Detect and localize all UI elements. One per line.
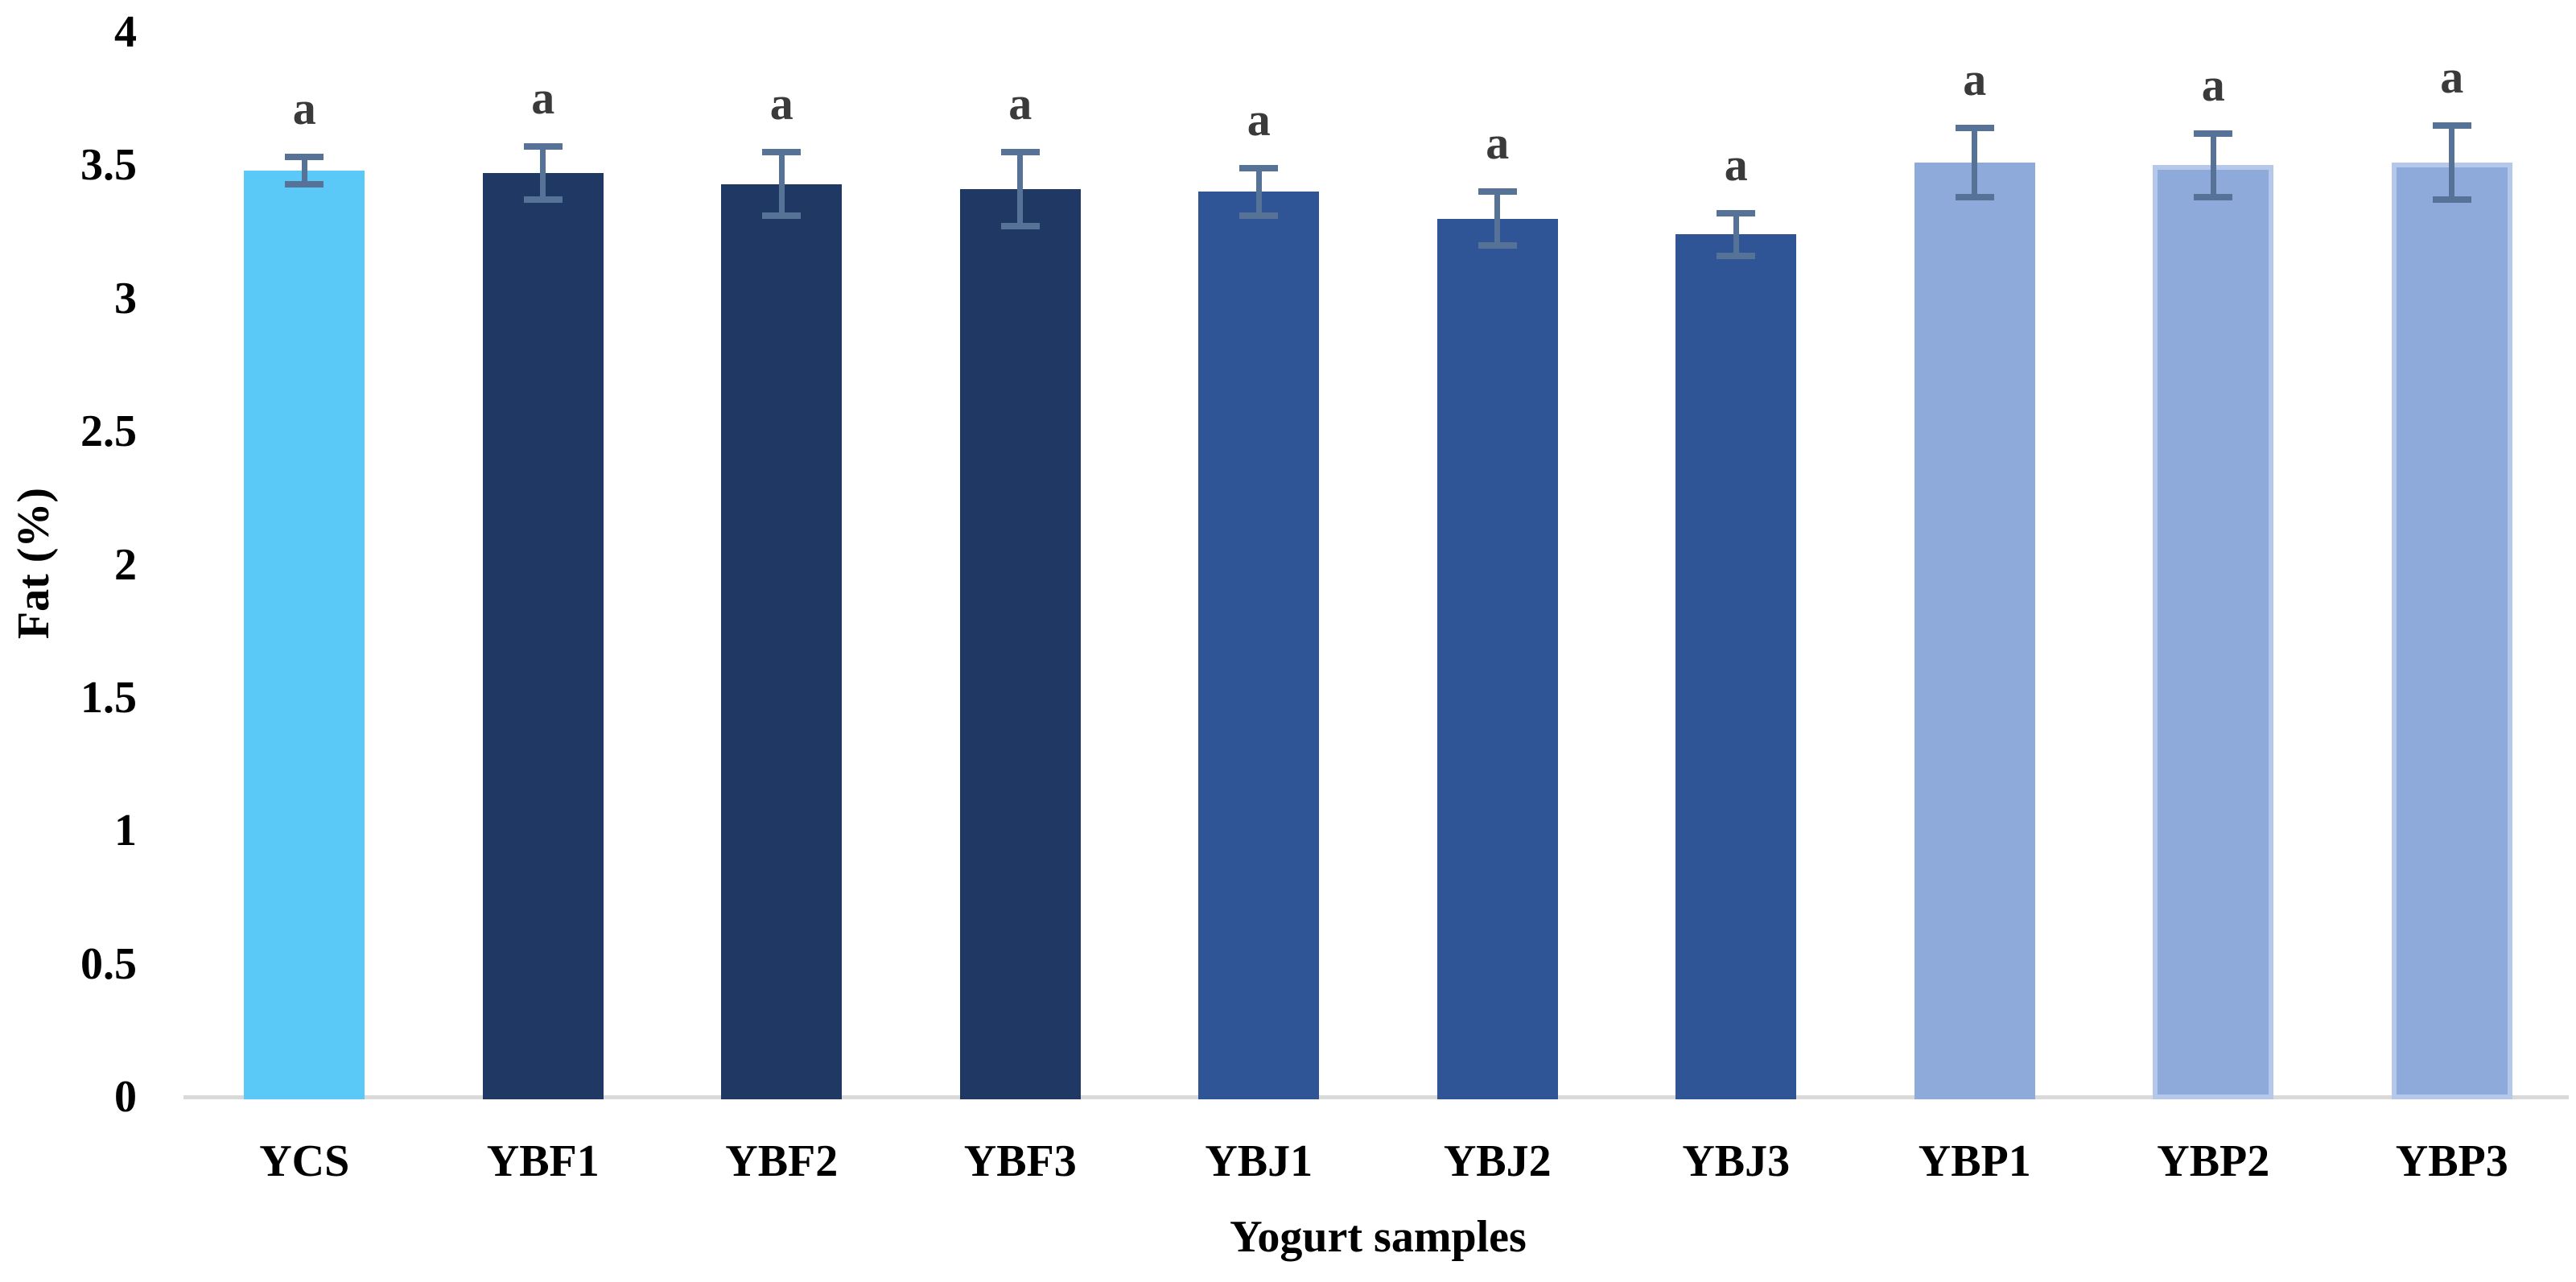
x-tick-label-ybj3: YBJ3 (1682, 1136, 1791, 1186)
significance-letter: a (769, 76, 793, 130)
error-bar-cap-bottom (2432, 196, 2471, 204)
bar-ybp1 (1914, 163, 2035, 1099)
significance-letter: a (1724, 138, 1748, 191)
error-bar-line (2449, 125, 2455, 200)
x-tick-label-ybf1: YBF1 (486, 1136, 600, 1186)
error-bar-line (301, 157, 307, 184)
error-bar-line (1255, 167, 1262, 216)
bar-group-ybf2: a YBF2 (662, 0, 901, 1282)
error-bar-cap-bottom (1000, 223, 1040, 230)
y-tick-label: 0 (114, 1072, 137, 1122)
error-bar-cap-top (2432, 122, 2471, 129)
bar-ybp3 (2391, 163, 2512, 1099)
y-tick-label: 4 (114, 7, 137, 57)
error-bar-cap-top (523, 143, 563, 150)
error-bar-cap-top (2194, 130, 2233, 137)
error-bar-line (778, 151, 785, 216)
y-tick-label: 1 (114, 806, 137, 856)
bar-ybp2 (2153, 165, 2274, 1099)
significance-letter: a (1247, 93, 1271, 146)
significance-letter: a (1486, 117, 1510, 170)
significance-letter: a (292, 82, 316, 135)
error-bar-cap-top (1239, 164, 1279, 171)
error-bar-cap-bottom (2194, 194, 2233, 201)
significance-letter: a (2440, 50, 2464, 103)
y-tick-label: 2 (114, 539, 137, 590)
bar-ybf3 (959, 189, 1081, 1099)
x-tick-label-ybp2: YBP2 (2157, 1136, 2270, 1186)
bar-group-ycs: a YCS (185, 0, 424, 1282)
error-bar-cap-top (762, 148, 802, 155)
error-bar-cap-top (285, 154, 324, 161)
error-bar-cap-bottom (1717, 252, 1756, 259)
error-bar-line (1972, 128, 1978, 198)
y-tick-label: 3 (114, 273, 137, 324)
error-bar-cap-top (1478, 188, 1517, 196)
bar-group-ybj1: a YBJ1 (1140, 0, 1379, 1282)
error-bar-cap-bottom (285, 180, 324, 188)
bar-group-ybj3: a YBJ3 (1617, 0, 1856, 1282)
error-bar-cap-top (1000, 148, 1040, 155)
bar-ybf1 (482, 173, 604, 1099)
x-axis-line (183, 1095, 2569, 1099)
error-bar-cap-bottom (762, 212, 802, 220)
error-bar-cap-bottom (523, 196, 563, 204)
error-bar-line (1494, 192, 1501, 245)
x-tick-label-ybp1: YBP1 (1918, 1136, 2031, 1186)
bar-ycs (244, 170, 365, 1099)
y-tick-label: 2.5 (80, 406, 137, 457)
bar-ybj2 (1436, 218, 1558, 1099)
bar-group-ybf3: a YBF3 (901, 0, 1140, 1282)
y-tick-label: 3.5 (80, 140, 137, 191)
y-tick-label: 1.5 (80, 672, 137, 723)
bar-ybj3 (1675, 234, 1797, 1099)
error-bar-cap-top (1955, 125, 1994, 132)
error-bar-cap-bottom (1478, 241, 1517, 249)
significance-letter: a (2201, 58, 2225, 111)
y-tick-label: 0.5 (80, 938, 137, 989)
x-tick-label-ybf2: YBF2 (725, 1136, 839, 1186)
x-tick-label-ybj1: YBJ1 (1205, 1136, 1313, 1186)
error-bar-line (1017, 151, 1024, 227)
x-axis-title: Yogurt samples (1230, 1212, 1527, 1262)
x-tick-label-ybj2: YBJ2 (1443, 1136, 1552, 1186)
bar-group-ybf1: a YBF1 (424, 0, 663, 1282)
error-bar-cap-bottom (1239, 212, 1279, 220)
error-bar-cap-top (1717, 209, 1756, 216)
bar-group-ybp1: a YBP1 (1856, 0, 2095, 1282)
significance-letter: a (1963, 53, 1987, 106)
error-bar-line (540, 146, 546, 200)
significance-letter: a (531, 72, 555, 125)
bar-group-ybp3: a YBP3 (2333, 0, 2572, 1282)
bar-group-ybj2: a YBJ2 (1379, 0, 1618, 1282)
x-tick-label-ycs: YCS (259, 1136, 350, 1186)
error-bar-line (1733, 212, 1739, 256)
x-tick-label-ybp3: YBP3 (2395, 1136, 2508, 1186)
error-bar-cap-bottom (1955, 194, 1994, 201)
bar-ybf2 (721, 183, 843, 1099)
error-bar-line (2210, 133, 2216, 198)
bar-ybj1 (1198, 192, 1320, 1099)
x-tick-label-ybf3: YBF3 (963, 1136, 1077, 1186)
bar-group-ybp2: a YBP2 (2094, 0, 2333, 1282)
significance-letter: a (1008, 76, 1032, 130)
